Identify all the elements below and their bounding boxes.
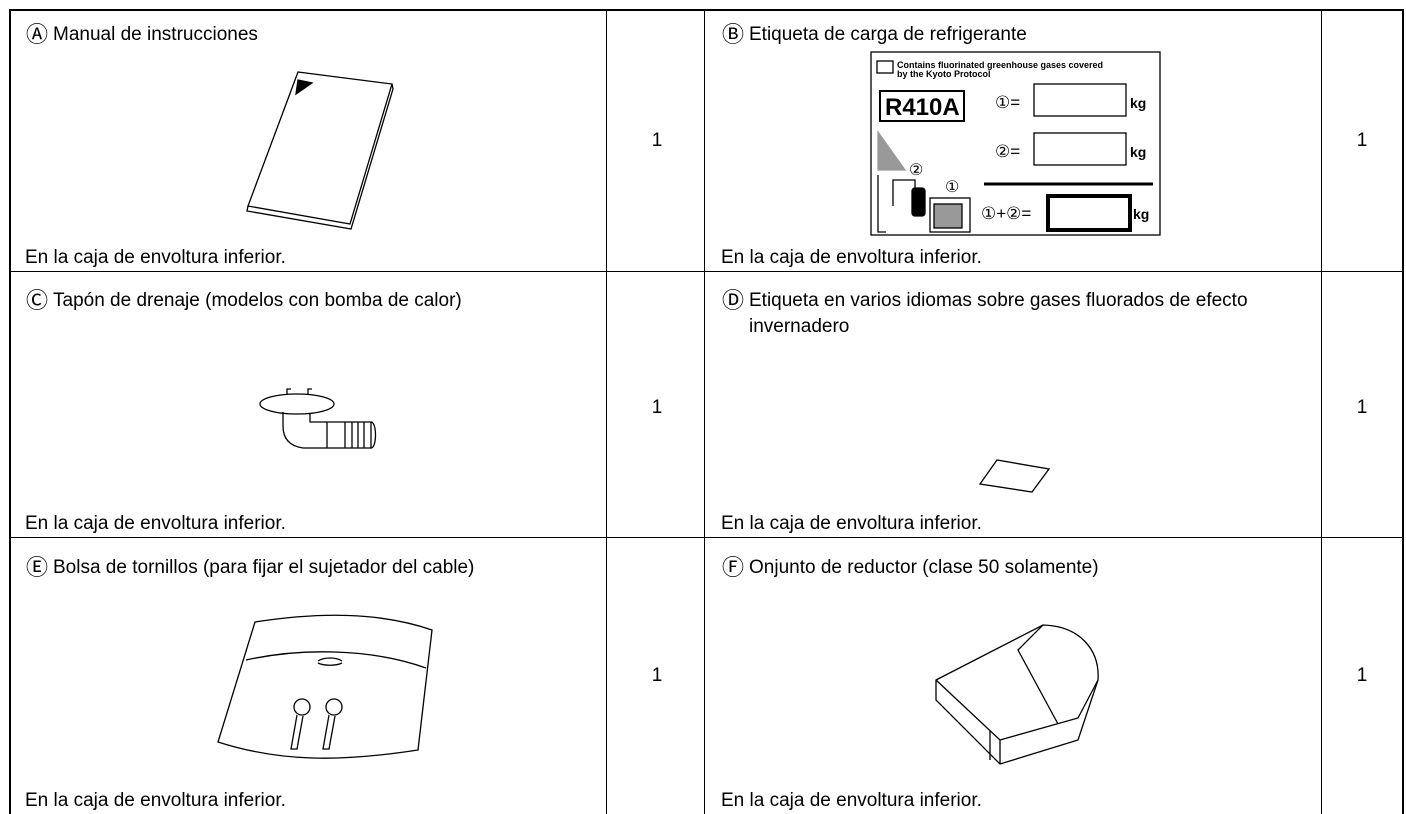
rule <box>606 9 607 814</box>
label-unit: kg <box>1130 95 1146 111</box>
item-quantity: 1 <box>651 665 663 686</box>
item-note: En la caja de envoltura inferior. <box>25 247 286 268</box>
item-note: En la caja de envoltura inferior. <box>25 513 286 534</box>
item-note: En la caja de envoltura inferior. <box>721 247 982 268</box>
label-heading: Contains fluorinated greenhouse gases co… <box>897 60 1103 70</box>
item-note: En la caja de envoltura inferior. <box>721 790 982 811</box>
item-title-text: Manual de instrucciones <box>53 24 258 45</box>
item-quantity: 1 <box>1356 665 1368 686</box>
rule <box>1321 9 1322 814</box>
label-unit: kg <box>1130 144 1146 160</box>
item-marker: Ⓑ <box>722 22 745 47</box>
item-quantity: 1 <box>651 397 663 418</box>
label-line: ②= <box>995 142 1020 161</box>
label-unit: kg <box>1133 206 1149 222</box>
screw-bag-illustration <box>217 614 433 759</box>
reducer-illustration <box>935 624 1099 765</box>
rule <box>9 271 1404 272</box>
item-quantity: 1 <box>1356 130 1368 151</box>
refrigerant-name: R410A <box>885 94 960 121</box>
refrigerant-label-illustration <box>870 51 1161 236</box>
manual-illustration <box>246 71 394 230</box>
item-title-text: Tapón de drenaje (modelos con bomba de c… <box>53 290 462 311</box>
rule <box>1402 9 1404 814</box>
item-title-text: Onjunto de reductor (clase 50 solamente) <box>749 557 1099 578</box>
item-title: Ⓐ Manual de instrucciones <box>26 22 596 48</box>
label-marker: ② <box>909 162 923 179</box>
rule <box>9 9 1404 11</box>
item-marker: Ⓓ <box>722 288 745 313</box>
item-title-text: Bolsa de tornillos (para fijar el sujeta… <box>53 557 475 578</box>
item-quantity: 1 <box>1356 397 1368 418</box>
rule <box>9 9 11 814</box>
item-note: En la caja de envoltura inferior. <box>721 513 982 534</box>
item-title: Ⓕ Onjunto de reductor (clase 50 solamente… <box>722 555 1302 581</box>
item-title: Ⓓ Etiqueta en varios idiomas sobre gases … <box>722 288 1302 340</box>
label-line: ①+②= <box>981 204 1031 223</box>
item-title-text: Etiqueta de carga de refrigerante <box>749 24 1027 45</box>
label-line: ①= <box>995 93 1020 112</box>
item-quantity: 1 <box>651 130 663 151</box>
item-title-text: Etiqueta en varios idiomas sobre gases f… <box>749 290 1248 337</box>
strip-illustration <box>978 459 1051 493</box>
item-title: Ⓑ Etiqueta de carga de refrigerante <box>722 22 1302 48</box>
item-note: En la caja de envoltura inferior. <box>25 790 286 811</box>
label-marker: ① <box>945 179 959 196</box>
item-title: Ⓒ Tapón de drenaje (modelos con bomba de … <box>26 288 596 314</box>
drain-cap-illustration <box>259 388 377 449</box>
rule <box>9 537 1404 538</box>
item-marker: Ⓔ <box>26 555 49 580</box>
item-marker: Ⓐ <box>26 22 49 47</box>
rule <box>704 9 705 814</box>
item-marker: Ⓕ <box>722 555 745 580</box>
item-marker: Ⓒ <box>26 288 49 313</box>
label-heading: by the Kyoto Protocol <box>897 69 991 79</box>
item-title: Ⓔ Bolsa de tornillos (para fijar el sujet… <box>26 555 596 581</box>
